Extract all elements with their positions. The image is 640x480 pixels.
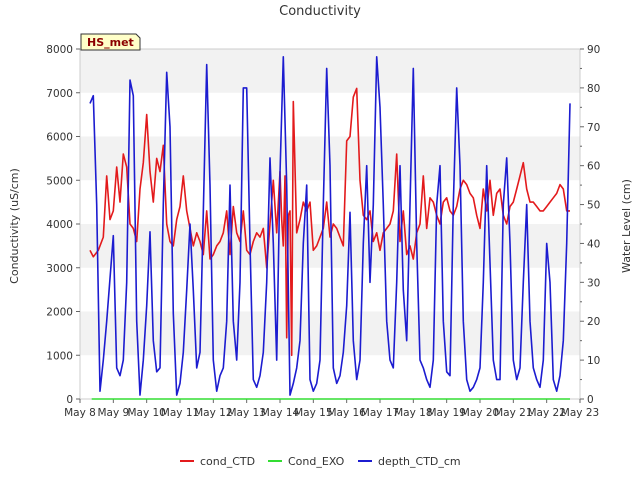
site-badge: HS_met <box>80 33 141 51</box>
y2-tick-label: 90 <box>587 44 600 56</box>
x-tick-label: May 22 <box>527 407 565 419</box>
x-tick-label: May 11 <box>161 407 199 419</box>
x-tick-label: May 18 <box>394 407 432 419</box>
legend-label-cond-ctd: cond_CTD <box>200 455 255 468</box>
band-3 <box>80 49 580 93</box>
y-axis-left: 0 1000 2000 3000 4000 5000 6000 7000 8000 <box>46 44 80 406</box>
y-tick-label: 7000 <box>46 88 73 100</box>
chart-title: Conductivity <box>279 4 361 19</box>
series-lines <box>89 55 571 400</box>
x-tick-label: May 21 <box>494 407 532 419</box>
y2-tick-label: 50 <box>587 200 600 212</box>
legend: cond_CTD Cond_EXO depth_CTD_cm <box>180 455 461 468</box>
y-tick-label: 8000 <box>46 44 73 56</box>
y2-tick-label: 70 <box>587 122 600 134</box>
y-tick-label: 6000 <box>46 132 73 144</box>
x-tick-label: May 12 <box>194 407 232 419</box>
x-tick-label: May 16 <box>327 407 366 419</box>
y-tick-label: 0 <box>66 394 73 406</box>
y2-tick-label: 20 <box>587 316 600 328</box>
x-tick-label: May 23 <box>561 407 599 419</box>
y-axis-right: 0 10 20 30 40 50 60 70 80 90 <box>580 44 600 406</box>
y2-tick-label: 0 <box>587 394 594 406</box>
y2-tick-label: 80 <box>587 83 600 95</box>
x-tick-label: May 8 <box>64 407 96 419</box>
y-axis-title: Conductivity (uS/cm) <box>8 168 21 284</box>
legend-label-cond-exo: Cond_EXO <box>288 455 345 468</box>
x-tick-label: May 10 <box>127 407 165 419</box>
legend-label-depth-ctd-cm: depth_CTD_cm <box>378 455 461 468</box>
x-tick-label: May 15 <box>294 407 332 419</box>
y-tick-label: 3000 <box>46 263 73 275</box>
y2-tick-label: 30 <box>587 277 600 289</box>
y-tick-label: 2000 <box>46 307 73 319</box>
y2-axis-title: Water Level (cm) <box>620 179 633 273</box>
y-tick-label: 5000 <box>46 175 73 187</box>
x-tick-label: May 9 <box>97 407 129 419</box>
y-tick-label: 4000 <box>46 219 73 231</box>
y2-tick-label: 10 <box>587 355 600 367</box>
band-0 <box>80 311 580 356</box>
x-tick-label: May 14 <box>261 407 300 419</box>
y-tick-label: 1000 <box>46 350 73 362</box>
x-tick-label: May 13 <box>227 407 265 419</box>
y2-tick-label: 60 <box>587 161 600 173</box>
x-tick-label: May 19 <box>427 407 465 419</box>
series-line-depth-ctd-cm <box>89 55 571 396</box>
y2-tick-label: 40 <box>587 238 600 250</box>
background-bands <box>80 49 580 356</box>
site-label: HS_met <box>87 36 134 49</box>
x-tick-label: May 17 <box>361 407 399 419</box>
x-tick-label: May 20 <box>461 407 499 419</box>
